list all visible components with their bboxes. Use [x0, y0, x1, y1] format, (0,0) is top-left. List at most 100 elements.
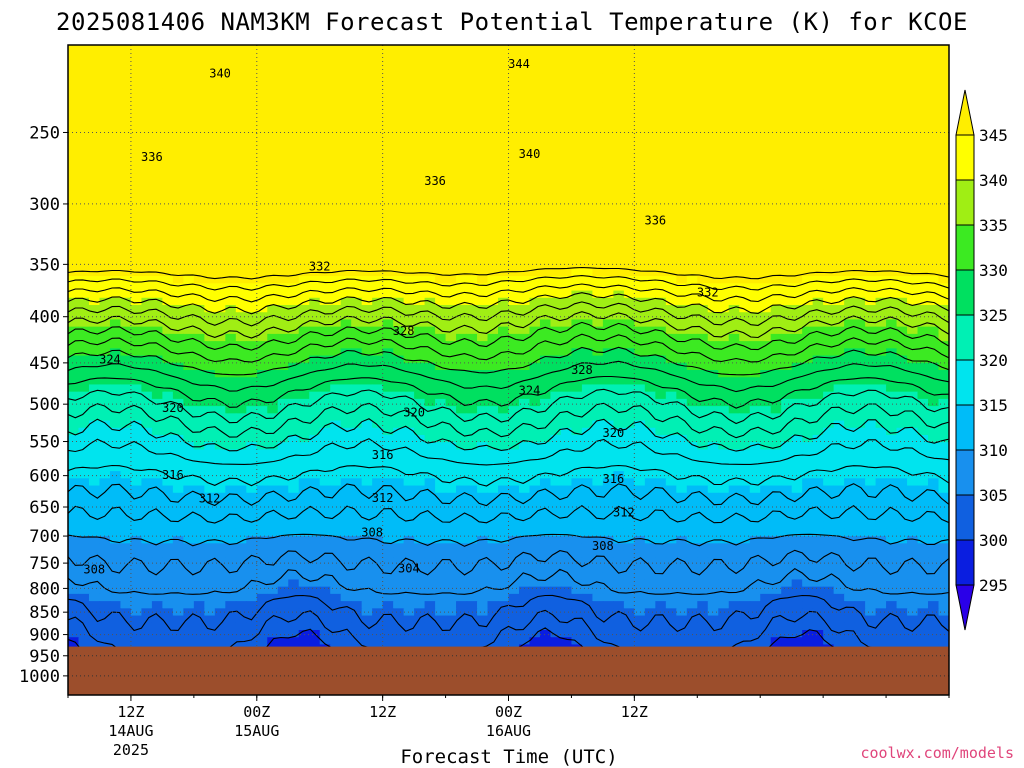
field-cell [109, 413, 122, 422]
field-cell [109, 341, 122, 349]
field-cell [865, 406, 877, 414]
field-cell [770, 153, 782, 162]
field-cell [875, 59, 887, 68]
field-cell [225, 45, 237, 53]
field-cell [571, 398, 583, 407]
field-cell [844, 160, 856, 169]
field-cell [183, 146, 195, 154]
field-cell [435, 73, 447, 82]
field-cell [697, 167, 709, 176]
field-cell [172, 59, 184, 68]
field-cell [602, 398, 614, 407]
field-cell [466, 254, 478, 263]
field-cell [68, 247, 80, 256]
field-cell [277, 341, 289, 349]
field-cell [781, 88, 793, 97]
field-cell [151, 52, 163, 61]
field-cell [823, 377, 835, 386]
field-cell [581, 240, 594, 248]
field-cell [592, 362, 604, 371]
field-cell [424, 355, 436, 364]
field-cell [99, 333, 111, 342]
field-cell [225, 218, 237, 227]
field-cell [928, 167, 940, 176]
field-cell [435, 189, 447, 198]
field-cell [739, 456, 751, 465]
field-cell [414, 73, 426, 82]
field-cell [88, 427, 101, 436]
field-cell [718, 225, 730, 234]
field-cell [665, 463, 677, 472]
field-cell [141, 312, 153, 321]
field-cell [288, 449, 300, 458]
field-cell [466, 420, 478, 429]
field-cell [728, 456, 740, 465]
field-cell [539, 319, 552, 328]
field-cell [760, 131, 772, 140]
field-cell [403, 247, 415, 256]
field-cell [539, 341, 552, 349]
field-cell [256, 398, 268, 407]
field-cell [151, 297, 163, 306]
field-cell [78, 52, 90, 61]
field-cell [613, 203, 625, 212]
field-cell [162, 420, 174, 429]
field-cell [235, 449, 247, 458]
field-cell [151, 232, 163, 241]
field-cell [634, 420, 646, 429]
field-cell [854, 398, 866, 407]
field-cell [844, 138, 856, 147]
field-cell [162, 124, 174, 133]
field-cell [739, 153, 751, 162]
field-cell [623, 319, 635, 328]
field-cell [907, 117, 919, 126]
field-cell [246, 326, 258, 335]
field-cell [728, 305, 740, 313]
field-cell [518, 427, 531, 436]
field-cell [886, 254, 898, 263]
field-cell [319, 211, 331, 219]
field-cell [791, 398, 803, 407]
field-cell [414, 117, 426, 126]
field-cell [193, 326, 205, 335]
field-cell [718, 377, 730, 386]
field-cell [539, 261, 552, 270]
field-cell [844, 52, 856, 61]
field-cell [665, 211, 677, 219]
field-cell [109, 362, 122, 371]
field-cell [823, 362, 835, 371]
field-cell [277, 406, 289, 414]
field-cell [770, 73, 782, 82]
field-cell [833, 189, 845, 198]
field-cell [865, 449, 877, 458]
field-cell [204, 370, 216, 378]
field-cell [697, 189, 709, 198]
field-cell [854, 102, 866, 111]
field-cell [225, 406, 237, 414]
field-cell [539, 167, 552, 176]
field-cell [340, 370, 352, 378]
field-cell [68, 175, 80, 183]
field-cell [204, 160, 216, 169]
field-cell [613, 427, 625, 436]
field-cell [319, 377, 331, 386]
field-cell [78, 81, 90, 89]
field-cell [445, 153, 457, 162]
field-cell [928, 384, 940, 393]
field-cell [928, 406, 940, 414]
field-cell [466, 153, 478, 162]
field-cell [309, 88, 321, 97]
field-cell [539, 276, 552, 284]
field-cell [487, 471, 499, 479]
field-cell [571, 319, 583, 328]
field-cell [938, 225, 949, 234]
field-cell [571, 268, 583, 277]
field-cell [456, 449, 468, 458]
field-cell [487, 117, 499, 126]
field-cell [634, 442, 646, 451]
field-cell [812, 218, 824, 227]
field-cell [162, 463, 174, 472]
field-cell [686, 247, 698, 256]
field-cell [592, 319, 604, 328]
field-cell [435, 88, 447, 97]
